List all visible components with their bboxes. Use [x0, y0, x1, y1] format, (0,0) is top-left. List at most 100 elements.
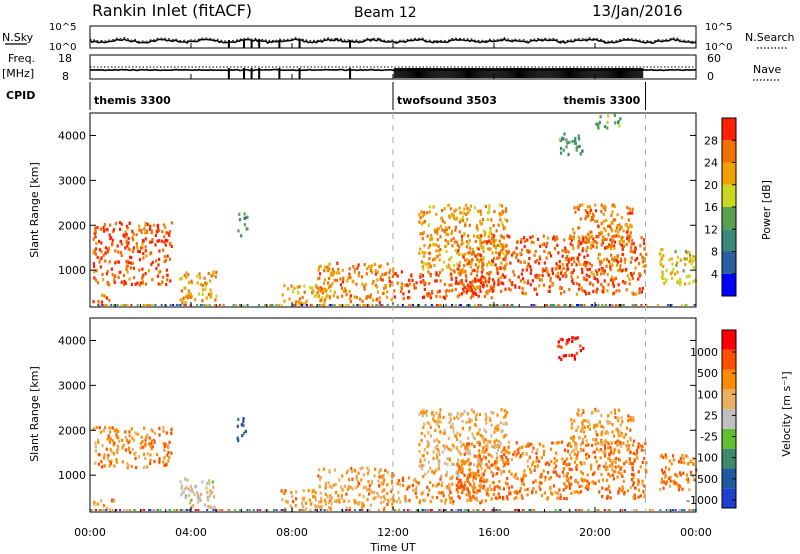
data-cell: [510, 281, 513, 285]
data-cell: [351, 477, 354, 481]
data-cell: [195, 484, 198, 488]
data-cell: [342, 304, 345, 306]
data-cell: [454, 287, 457, 291]
data-cell: [457, 249, 460, 253]
data-cell: [353, 270, 356, 274]
data-cell: [628, 277, 631, 281]
data-cell: [304, 501, 307, 505]
data-cell: [203, 503, 207, 507]
data-cell: [629, 428, 632, 432]
data-cell: [613, 246, 616, 250]
data-cell: [508, 451, 511, 455]
data-cell: [418, 220, 421, 224]
data-cell: [161, 280, 164, 284]
data-cell: [580, 484, 583, 488]
data-cell: [110, 459, 113, 463]
data-cell: [555, 473, 558, 477]
data-cell: [634, 258, 637, 262]
data-cell: [328, 506, 331, 510]
data-cell: [452, 430, 455, 434]
data-cell: [572, 436, 575, 440]
data-cell: [180, 486, 183, 490]
data-cell: [595, 245, 598, 249]
data-cell: [630, 246, 633, 250]
data-cell: [463, 473, 466, 477]
data-cell: [668, 459, 671, 463]
data-cell: [138, 250, 141, 254]
data-cell: [545, 270, 549, 274]
data-cell: [438, 415, 441, 419]
data-cell: [683, 509, 686, 511]
data-cell: [131, 447, 134, 451]
data-cell: [486, 446, 489, 450]
data-cell: [532, 446, 535, 450]
data-cell: [621, 509, 624, 511]
data-cell: [530, 491, 534, 495]
data-cell: [485, 479, 488, 484]
data-cell: [353, 501, 357, 505]
data-cell: [594, 442, 597, 446]
data-cell: [381, 304, 384, 306]
data-cell: [481, 435, 484, 439]
data-cell: [491, 304, 494, 306]
data-cell: [437, 482, 440, 486]
data-cell: [104, 259, 107, 263]
data-cell: [468, 493, 471, 497]
data-cell: [112, 452, 116, 456]
data-cell: [495, 438, 498, 442]
data-cell: [452, 269, 455, 273]
data-cell: [105, 447, 108, 451]
data-cell: [323, 269, 326, 273]
data-cell: [141, 440, 144, 444]
data-cell: [204, 287, 207, 291]
data-cell: [374, 283, 377, 288]
data-cell: [512, 270, 515, 274]
data-cell: [496, 271, 499, 276]
data-cell: [92, 237, 95, 241]
data-cell: [215, 294, 218, 298]
data-cell: [201, 284, 204, 288]
data-cell: [479, 258, 483, 262]
colorbar-tick-label: -500: [693, 473, 718, 486]
data-cell: [167, 459, 170, 463]
data-cell: [627, 447, 630, 451]
data-cell: [625, 242, 628, 247]
data-cell: [100, 300, 104, 304]
data-cell: [99, 265, 102, 269]
data-cell: [529, 509, 532, 511]
data-cell: [424, 262, 427, 267]
data-cell: [664, 473, 667, 477]
data-cell: [462, 461, 465, 465]
data-cell: [601, 289, 604, 293]
data-cell: [169, 241, 172, 246]
data-cell: [691, 474, 695, 478]
data-cell: [93, 270, 96, 274]
data-cell: [622, 240, 625, 244]
data-cell: [608, 304, 611, 306]
data-cell: [468, 259, 471, 263]
data-cell: [575, 282, 578, 286]
data-cell: [501, 457, 504, 461]
data-cell: [480, 234, 483, 238]
data-cell: [629, 459, 632, 463]
data-cell: [568, 236, 571, 241]
data-cell: [540, 456, 543, 460]
data-cell: [209, 493, 212, 497]
data-cell: [425, 409, 428, 414]
data-cell: [545, 256, 548, 260]
data-cell: [570, 426, 573, 430]
data-cell: [576, 336, 579, 340]
data-cell: [444, 509, 447, 511]
data-cell: [539, 487, 542, 491]
data-cell: [400, 270, 403, 274]
data-cell: [640, 235, 643, 240]
data-cell: [517, 259, 520, 263]
data-cell: [390, 489, 393, 493]
data-cell: [613, 240, 617, 244]
data-cell: [516, 448, 519, 452]
data-cell: [479, 242, 482, 246]
data-cell: [672, 479, 675, 484]
data-cell: [462, 255, 465, 259]
data-cell: [477, 458, 480, 462]
data-cell: [597, 479, 601, 483]
